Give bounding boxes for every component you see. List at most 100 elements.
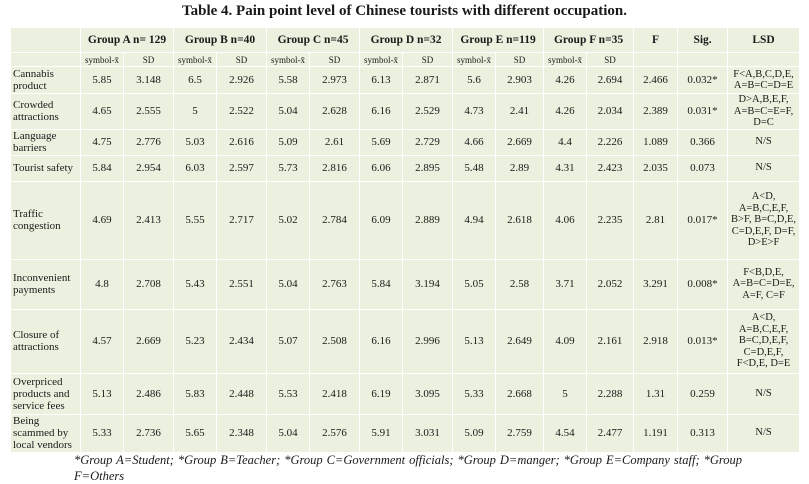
table-row: Traffic congestion 4.69 2.413 5.55 2.717…	[10, 180, 801, 260]
cell-sig: 0.031*	[677, 93, 729, 130]
cell-f: 1.31	[633, 372, 679, 415]
cell-sd: 3.148	[123, 66, 174, 94]
cell-mean: 5.83	[173, 372, 217, 415]
cell-mean: 5.13	[452, 308, 497, 374]
cell-f: 1.191	[633, 413, 679, 453]
cell-mean: 5.04	[266, 258, 311, 310]
cell-sd: 2.522	[215, 93, 268, 130]
cell-mean: 5.85	[80, 66, 124, 94]
subheader-empty	[633, 52, 679, 67]
cell-sd: 2.926	[215, 66, 268, 94]
cell-sd: 2.41	[495, 93, 545, 130]
table-row: Cannabis product 5.85 3.148 6.5 2.926 5.…	[10, 66, 801, 94]
subheader-mean: symbol-x̄	[80, 52, 124, 67]
cell-lsd: A<D, A=B,C,E,F, B=C,D,E,F, C=D,E,F, F<D,…	[727, 308, 801, 374]
cell-mean: 4.09	[543, 308, 588, 374]
subheader-empty	[10, 52, 81, 67]
cell-sd: 2.235	[586, 180, 635, 260]
cell-mean: 4.31	[543, 154, 588, 182]
cell-lsd: N/S	[727, 372, 801, 415]
header-row: Group A n= 129 Group B n=40 Group C n=45…	[10, 27, 801, 53]
subheader-mean: symbol-x̄	[359, 52, 404, 67]
row-label: Crowded attractions	[10, 93, 81, 130]
cell-sd: 2.486	[123, 372, 174, 415]
cell-lsd: D>A,B,E,F, A=B=C=E=F, D=C	[727, 93, 801, 130]
subheader-row: symbol-x̄ SD symbol-x̄ SD symbol-x̄ SD s…	[10, 52, 801, 67]
cell-mean: 5.04	[266, 413, 311, 453]
table-row: Crowded attractions 4.65 2.555 5 2.522 5…	[10, 93, 801, 130]
cell-mean: 4.4	[543, 128, 588, 156]
cell-sd: 3.095	[402, 372, 454, 415]
cell-mean: 4.54	[543, 413, 588, 453]
cell-sd: 2.551	[215, 258, 268, 310]
cell-mean: 5.09	[266, 128, 311, 156]
cell-sig: 0.013*	[677, 308, 729, 374]
subheader-sd: SD	[309, 52, 361, 67]
cell-sd: 2.555	[123, 93, 174, 130]
table-row: Being scammed by local vendors 5.33 2.73…	[10, 413, 801, 453]
corner-cell	[10, 27, 81, 53]
cell-sd: 2.348	[215, 413, 268, 453]
cell-mean: 4.26	[543, 66, 588, 94]
cell-sd: 2.58	[495, 258, 545, 310]
cell-mean: 5.43	[173, 258, 217, 310]
cell-sd: 2.649	[495, 308, 545, 374]
subheader-mean: symbol-x̄	[173, 52, 217, 67]
row-label: Overpriced products and service fees	[10, 372, 81, 415]
subheader-sd: SD	[586, 52, 635, 67]
table-row: Tourist safety 5.84 2.954 6.03 2.597 5.7…	[10, 154, 801, 182]
subheader-sd: SD	[215, 52, 268, 67]
cell-sd: 2.034	[586, 93, 635, 130]
cell-sd: 2.448	[215, 372, 268, 415]
cell-sig: 0.259	[677, 372, 729, 415]
header-group-a: Group A n= 129	[80, 27, 174, 53]
cell-mean: 3.71	[543, 258, 588, 310]
cell-mean: 6.03	[173, 154, 217, 182]
header-group-d: Group D n=32	[359, 27, 454, 53]
header-group-c: Group C n=45	[266, 27, 361, 53]
cell-lsd: F<A,B,C,D,E, A=B=C=D=E	[727, 66, 801, 94]
subheader-sd: SD	[402, 52, 454, 67]
subheader-empty	[677, 52, 729, 67]
cell-lsd: F<B,D,E, A=B=C=D=E, A=F, C=F	[727, 258, 801, 310]
header-group-b: Group B n=40	[172, 27, 268, 53]
row-label: Being scammed by local vendors	[10, 413, 81, 453]
cell-mean: 5.07	[266, 308, 311, 374]
cell-mean: 5.48	[452, 154, 497, 182]
cell-sd: 2.895	[402, 154, 454, 182]
cell-sd: 2.413	[123, 180, 174, 260]
table-row: Overpriced products and service fees 5.1…	[10, 372, 801, 415]
cell-sd: 2.161	[586, 308, 635, 374]
cell-sd: 2.423	[586, 154, 635, 182]
row-label: Inconvenient payments	[10, 258, 81, 310]
cell-sd: 2.288	[586, 372, 635, 415]
cell-mean: 5.33	[80, 413, 124, 453]
header-lsd: LSD	[727, 27, 801, 53]
cell-sd: 2.576	[309, 413, 361, 453]
cell-mean: 4.26	[543, 93, 588, 130]
header-group-e: Group E n=119	[452, 27, 545, 53]
cell-mean: 4.8	[80, 258, 124, 310]
header-group-f: Group F n=35	[543, 27, 635, 53]
table-row: Inconvenient payments 4.8 2.708 5.43 2.5…	[10, 258, 801, 310]
cell-sd: 2.628	[309, 93, 361, 130]
subheader-mean: symbol-x̄	[266, 52, 311, 67]
cell-sd: 2.61	[309, 128, 361, 156]
cell-mean: 6.16	[359, 93, 404, 130]
cell-sd: 2.759	[495, 413, 545, 453]
cell-mean: 5.65	[173, 413, 217, 453]
subheader-empty	[727, 52, 801, 67]
cell-mean: 5.33	[452, 372, 497, 415]
cell-f: 2.918	[633, 308, 679, 374]
cell-sd: 2.668	[495, 372, 545, 415]
cell-sd: 2.776	[123, 128, 174, 156]
data-table: Group A n= 129 Group B n=40 Group C n=45…	[10, 27, 801, 453]
cell-mean: 6.13	[359, 66, 404, 94]
cell-sd: 2.477	[586, 413, 635, 453]
cell-sd: 3.194	[402, 258, 454, 310]
cell-f: 2.466	[633, 66, 679, 94]
table-row: Closure of attractions 4.57 2.669 5.23 2…	[10, 308, 801, 374]
cell-sig: 0.032*	[677, 66, 729, 94]
table-title: Table 4. Pain point level of Chinese tou…	[181, 3, 627, 19]
cell-mean: 4.75	[80, 128, 124, 156]
